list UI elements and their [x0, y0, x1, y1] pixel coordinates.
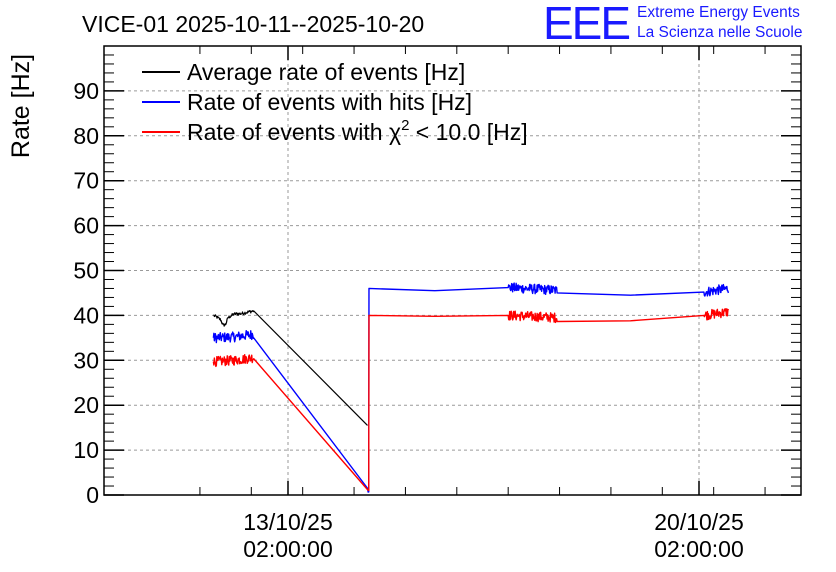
chart-title: VICE-01 2025-10-11--2025-10-20 [82, 11, 424, 37]
y-tick-label: 40 [73, 302, 99, 328]
y-tick-label: 60 [73, 213, 99, 239]
legend-text: Average rate of events [Hz] [187, 59, 465, 85]
y-tick-label: 80 [73, 123, 99, 149]
logo-text-line-1: Extreme Energy Events [637, 4, 800, 21]
legend-superscript: 2 [401, 117, 409, 134]
x-tick-time-label: 02:00:00 [654, 536, 744, 562]
legend-text: Rate of events with hits [Hz] [187, 89, 472, 115]
y-tick-label: 30 [73, 347, 99, 373]
series-line-1 [213, 309, 368, 426]
legend-text-tail: < 10.0 [Hz] [409, 119, 527, 145]
y-axis-label: Rate [Hz] [7, 54, 35, 158]
legend: Average rate of events [Hz] Rate of event… [142, 59, 528, 145]
y-tick-label: 70 [73, 168, 99, 194]
y-tick-label: 90 [73, 78, 99, 104]
x-tick-time-label: 02:00:00 [243, 536, 333, 562]
axis-ticks [104, 46, 801, 496]
logo-text-line-2: La Scienza nelle Scuole [637, 24, 803, 41]
y-tick-labels: 0 10 20 30 40 50 60 70 80 90 [73, 78, 99, 508]
y-tick-label: 0 [86, 482, 99, 508]
eee-logo: EEE [543, 0, 631, 49]
series-layer [212, 282, 730, 493]
legend-label-1: Average rate of events [Hz] [187, 59, 465, 85]
y-tick-label: 50 [73, 258, 99, 284]
legend-label-2: Rate of events with hits [Hz] [187, 89, 472, 115]
legend-text: Rate of events with χ [187, 119, 401, 145]
y-tick-label: 10 [73, 437, 99, 463]
legend-label-3: Rate of events with χ2 < 10.0 [Hz] [187, 117, 528, 145]
x-tick-date-label: 13/10/25 [243, 509, 333, 535]
series-line-2 [212, 282, 730, 493]
x-tick-date-label: 20/10/25 [654, 509, 744, 535]
y-tick-label: 20 [73, 392, 99, 418]
series-line-3 [212, 308, 730, 492]
